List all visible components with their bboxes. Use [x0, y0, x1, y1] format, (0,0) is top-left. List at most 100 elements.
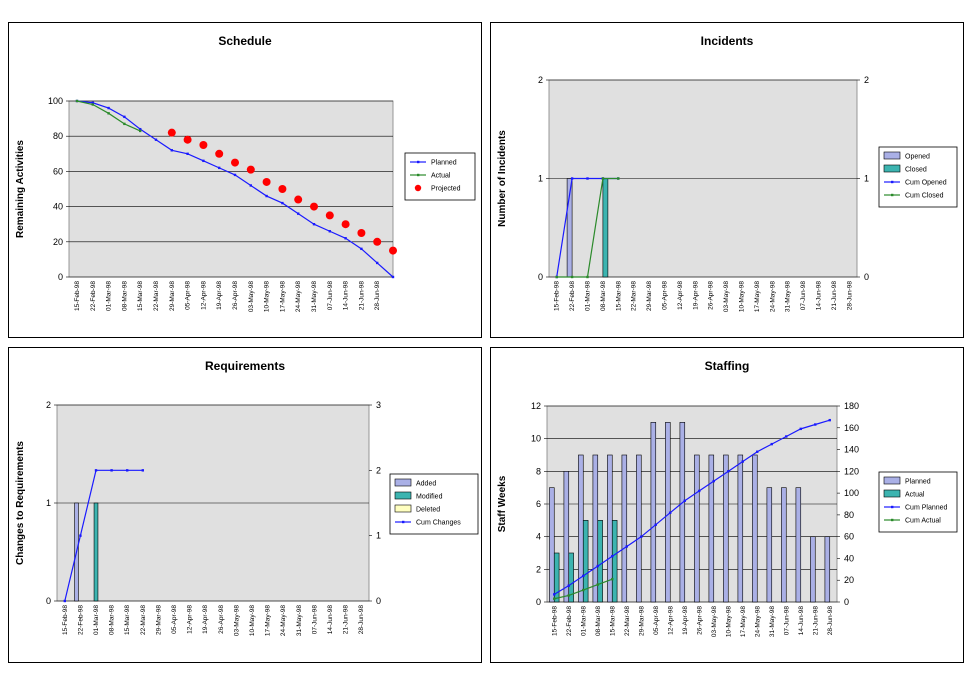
y2-tick-label: 140 [844, 445, 859, 455]
series-point-cum-closed [555, 275, 558, 279]
series-point-cum-changes [79, 534, 82, 537]
legend-label-cum-opened: Cum Opened [905, 180, 947, 187]
legend-swatch-opened [883, 151, 901, 160]
series-point-projected [199, 141, 208, 149]
series-point-cum-opened [586, 177, 589, 180]
y2-tick-label: 2 [864, 75, 869, 85]
x-tick-label: 24-May-98 [769, 281, 776, 312]
chart-title: Schedule [218, 34, 272, 48]
x-tick-label: 26-Apr-98 [218, 605, 225, 634]
y2-tick-label: 100 [844, 488, 859, 498]
requirements-panel: Requirements 0 1 2 0 1 2 3 Changes to Requiremen… [8, 347, 482, 663]
x-tick-label: 15-Mar-98 [615, 281, 622, 311]
x-tick-label: 08-Mar-98 [600, 281, 607, 311]
bar-planned [621, 454, 628, 603]
y2-tick-label: 0 [376, 596, 381, 606]
series-point-projected [325, 211, 334, 220]
x-tick-label: 22-Feb-98 [566, 606, 573, 636]
bar-planned [592, 454, 599, 603]
series-point-cum-planned [814, 423, 817, 426]
x-tick-label: 21-Jun-98 [831, 281, 838, 311]
series-point-planned [312, 223, 316, 226]
y2-tick-label: 60 [844, 532, 854, 542]
series-point-projected [183, 135, 192, 144]
y2-tick-label: 0 [844, 597, 849, 607]
y-tick-label: 8 [536, 466, 541, 476]
x-tick-label: 24-May-98 [280, 605, 287, 636]
x-tick-label: 22-Feb-98 [569, 281, 576, 311]
x-tick-label: 19-Apr-98 [216, 281, 223, 310]
series-point-cum-planned [770, 442, 773, 446]
y2-tick-label: 0 [864, 272, 869, 282]
x-tick-label: 10-May-98 [249, 605, 256, 636]
x-tick-label: 10-May-98 [739, 281, 746, 312]
y-tick-label: 6 [536, 499, 541, 509]
y2-tick-label: 3 [376, 400, 381, 410]
y2-tick-label: 1 [376, 531, 381, 541]
series-point-projected [357, 229, 366, 237]
series-point-cum-planned [785, 435, 788, 438]
x-tick-label: 12-Apr-98 [677, 281, 684, 310]
x-tick-label: 12-Apr-98 [667, 606, 674, 635]
series-point-planned [360, 247, 363, 251]
legend-label-deleted: Deleted [416, 507, 440, 514]
y-tick-label: 60 [53, 166, 63, 176]
plot-area [68, 100, 394, 278]
series-point-planned [265, 194, 268, 198]
x-tick-label: 05-Apr-98 [653, 606, 660, 635]
legend-marker-cum-closed [891, 193, 894, 197]
x-tick-label: 14-Jun-98 [343, 281, 350, 311]
series-point-cum-closed [570, 275, 574, 279]
series-point-cum-planned [741, 460, 744, 463]
x-tick-label: 14-Jun-98 [798, 606, 805, 636]
legend-label-cum-actual: Cum Actual [905, 518, 941, 525]
series-point-cum-actual [553, 597, 556, 600]
x-tick-label: 15-Feb-98 [551, 606, 558, 636]
chart-title: Incidents [701, 34, 754, 48]
bar-planned [795, 487, 802, 603]
series-point-cum-planned [756, 450, 759, 453]
bar-modified [93, 502, 99, 602]
legend-marker-cum-changes [402, 520, 405, 524]
x-tick-label: 12-Apr-98 [200, 281, 207, 310]
y-tick-label: 1 [538, 174, 543, 184]
bar-planned [766, 487, 773, 603]
bar-actual [568, 552, 574, 603]
schedule-chart: Schedule 0 20 40 60 80 100 Remaining Activities… [15, 34, 476, 312]
x-tick-label: 01-Mar-98 [585, 281, 592, 311]
series-point-projected [231, 158, 239, 167]
x-tick-label: 05-Apr-98 [185, 281, 192, 310]
x-tick-label: 28-Jun-98 [827, 606, 834, 636]
legend-label-closed: Closed [905, 167, 927, 174]
series-point-planned [170, 149, 173, 152]
legend-box [404, 152, 476, 201]
legend-label-opened: Opened [905, 154, 930, 161]
y-tick-label: 80 [53, 131, 63, 141]
legend-label-cum-closed: Cum Closed [905, 193, 944, 200]
series-point-cum-opened [570, 177, 574, 180]
legend-marker-planned [417, 160, 420, 164]
y-tick-label: 0 [538, 272, 543, 282]
series-point-cum-actual [596, 583, 599, 586]
series-point-cum-changes [94, 469, 98, 472]
x-tick-label: 26-Apr-98 [708, 281, 715, 310]
series-point-planned [344, 237, 347, 240]
series-point-planned [218, 166, 221, 170]
series-point-projected [278, 185, 287, 193]
requirements-chart: Requirements 0 1 2 0 1 2 3 Changes to Requiremen… [15, 359, 479, 636]
series-point-actual [139, 129, 142, 133]
x-tick-label: 21-Jun-98 [358, 281, 365, 311]
series-point-projected [310, 202, 318, 211]
x-tick-label: 05-Apr-98 [662, 281, 669, 310]
x-tick-label: 03-May-98 [711, 606, 718, 637]
x-tick-label: 22-Feb-98 [77, 605, 84, 635]
x-tick-label: 31-May-98 [296, 605, 303, 636]
series-point-projected [294, 195, 303, 204]
y-tick-label: 2 [46, 400, 51, 410]
series-point-cum-planned [625, 545, 628, 548]
series-point-projected [373, 237, 382, 246]
series-point-planned [297, 212, 300, 215]
chart-title: Requirements [205, 359, 285, 373]
x-tick-label: 21-Jun-98 [812, 606, 819, 636]
series-point-cum-planned [567, 584, 570, 587]
